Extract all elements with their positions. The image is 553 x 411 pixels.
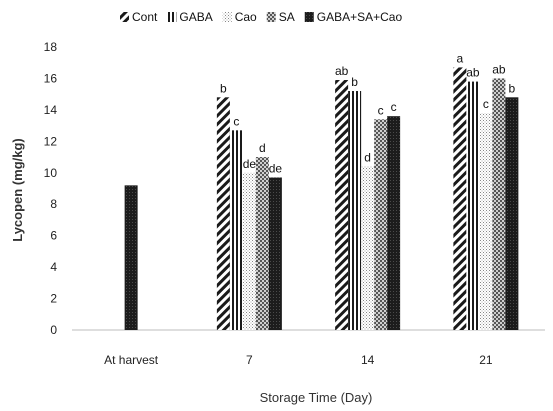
y-axis-title: Lycopen (mg/kg): [10, 138, 25, 242]
x-axis-ticks: At harvest 7 14 21: [104, 353, 493, 367]
legend-swatch-cont: [120, 12, 129, 22]
legend-label: Cao: [235, 10, 257, 24]
bar-gaba-sa-cao-3: [505, 97, 519, 330]
y-tick-label: 6: [50, 229, 57, 243]
legend-label: GABA: [179, 10, 212, 24]
y-tick-label: 16: [44, 71, 58, 85]
significance-label: d: [364, 150, 371, 164]
bar-sa-1: [255, 157, 269, 330]
y-tick-label: 12: [44, 134, 58, 148]
significance-label: d: [259, 141, 266, 155]
legend-swatch-cao: [222, 12, 232, 22]
y-tick-label: 10: [44, 166, 58, 180]
x-tick-label: At harvest: [104, 353, 159, 367]
legend-swatch-gaba: [167, 12, 177, 22]
significance-label: ab: [466, 66, 480, 80]
x-tick-label: 7: [246, 353, 253, 367]
bar-cao-3: [479, 113, 493, 331]
bar-sa-2: [374, 119, 388, 330]
significance-label: de: [243, 157, 257, 171]
significance-label: b: [351, 75, 358, 89]
y-tick-label: 14: [44, 103, 58, 117]
y-tick-label: 4: [50, 260, 57, 274]
significance-label: c: [233, 114, 239, 128]
bar-cao-1: [242, 172, 256, 330]
bar-gaba-sa-cao-1: [268, 177, 282, 330]
x-axis-title: Storage Time (Day): [260, 390, 373, 405]
y-axis: 0 2 4 6 8 10 12 14 16 18: [44, 40, 58, 337]
bar-cont-2: [335, 80, 349, 331]
legend-label: SA: [279, 10, 295, 24]
bar-cont-1: [216, 97, 230, 330]
y-tick-label: 18: [44, 40, 58, 54]
y-tick-label: 2: [50, 292, 57, 306]
significance-label: a: [457, 51, 464, 65]
significance-label: c: [483, 97, 489, 111]
legend-swatch-gaba-sa-cao: [304, 12, 314, 22]
bar-sa-3: [492, 78, 506, 330]
bar-gaba-2: [348, 91, 362, 331]
bar-gaba-sa-cao-2: [387, 116, 401, 330]
bar-gaba-sa-cao-0: [124, 185, 138, 330]
bar-gaba-1: [229, 130, 243, 330]
x-tick-label: 14: [361, 353, 375, 367]
significance-label: ab: [492, 62, 506, 76]
y-tick-label: 0: [50, 323, 57, 337]
x-tick-label: 21: [479, 353, 493, 367]
significance-label: de: [269, 161, 283, 175]
significance-label: ab: [335, 64, 349, 78]
legend-label: GABA+SA+Cao: [317, 10, 403, 24]
significance-label: b: [509, 81, 516, 95]
legend-swatch-sa: [266, 12, 276, 22]
bar-cont-3: [453, 67, 467, 330]
bar-gaba-3: [466, 81, 480, 330]
bar-cao-2: [361, 166, 375, 330]
legend: Cont GABA Cao SA GABA+SA+Cao: [120, 10, 402, 24]
y-tick-label: 8: [50, 197, 57, 211]
legend-label: Cont: [132, 10, 158, 24]
significance-label: c: [391, 100, 397, 114]
significance-label: c: [378, 103, 384, 117]
significance-label: b: [220, 81, 227, 95]
